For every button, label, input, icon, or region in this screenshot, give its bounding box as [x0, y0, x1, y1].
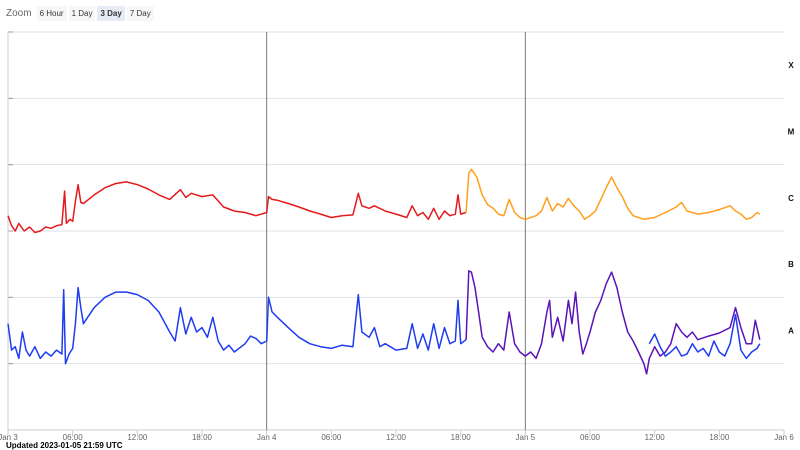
zoom-label: Zoom	[6, 7, 32, 19]
zoom-7-day-button[interactable]: 7 Day	[126, 5, 154, 21]
flux-class-label: M	[788, 128, 795, 137]
x-tick-label: 18:00	[451, 433, 472, 442]
zoom-bar: Zoom 6 Hour 1 Day 3 Day 7 Day	[6, 5, 154, 21]
x-tick-label: 12:00	[127, 433, 148, 442]
x-tick-label: 12:00	[645, 433, 666, 442]
series-line-0	[7, 181, 467, 234]
x-tick-label: 06:00	[63, 433, 84, 442]
series-line-4	[648, 313, 761, 360]
x-tick-label: Jan 3	[0, 433, 18, 442]
x-tick-label: 18:00	[192, 433, 213, 442]
flux-class-label: C	[788, 194, 794, 203]
x-tick-label: 06:00	[580, 433, 601, 442]
series-line-3	[465, 270, 761, 375]
x-tick-label: 18:00	[709, 433, 730, 442]
x-tick-label: Jan 6	[774, 433, 794, 442]
x-tick-label: 06:00	[321, 433, 342, 442]
zoom-1-day-button[interactable]: 1 Day	[68, 5, 96, 21]
zoom-6-hour-button[interactable]: 6 Hour	[36, 5, 67, 21]
x-tick-label: Jan 4	[257, 433, 277, 442]
series-line-1	[465, 168, 761, 221]
flux-class-label: X	[788, 61, 794, 70]
flux-class-label: B	[788, 260, 794, 269]
updated-timestamp: Updated 2023-01-05 21:59 UTC	[6, 441, 123, 450]
series-line-2	[7, 286, 467, 365]
x-tick-label: 12:00	[386, 433, 407, 442]
flux-class-label: A	[788, 327, 794, 336]
x-tick-label: Jan 5	[516, 433, 536, 442]
zoom-3-day-button[interactable]: 3 Day	[97, 5, 125, 21]
